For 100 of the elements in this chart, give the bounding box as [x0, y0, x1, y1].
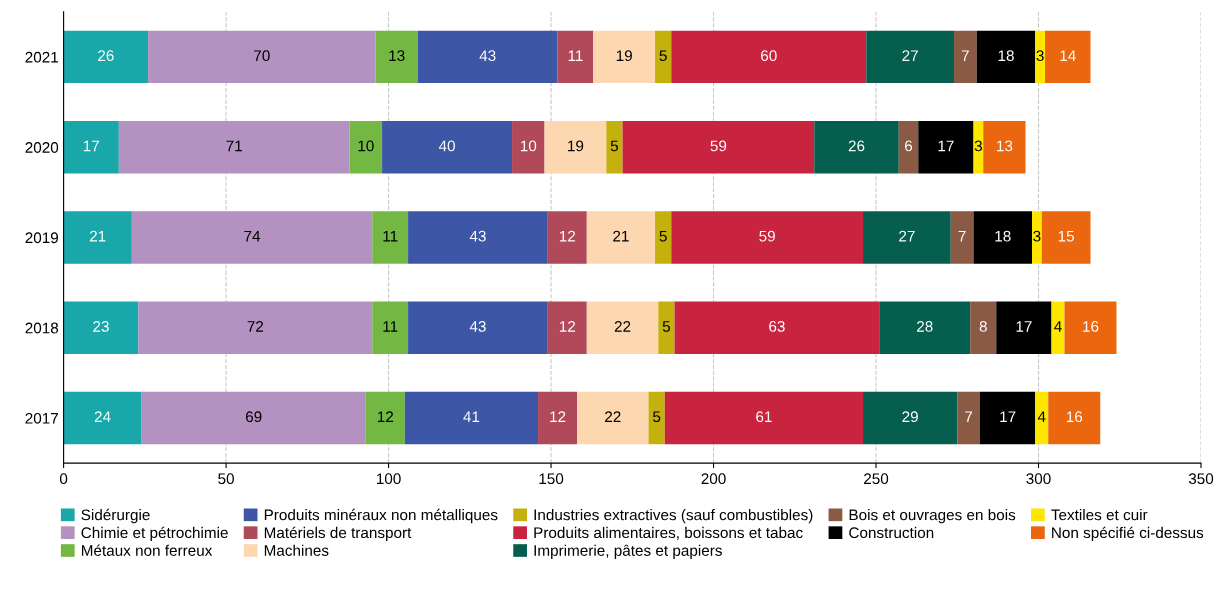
data-label: 4 [1037, 411, 1046, 422]
bar [983, 121, 1026, 174]
bar [879, 301, 971, 354]
data-label: 43 [479, 50, 496, 62]
legend-label: Produits minéraux non métalliques [264, 508, 498, 524]
x-tick-label: 150 [539, 473, 564, 485]
legend-label: Machines [264, 544, 329, 556]
bar [648, 391, 665, 445]
data-label: 28 [917, 321, 933, 332]
data-label: 60 [761, 50, 777, 62]
bar [1035, 30, 1045, 84]
bar [1064, 301, 1117, 354]
data-label: 61 [756, 411, 772, 423]
bar [655, 211, 672, 264]
data-label: 59 [759, 230, 775, 242]
bar [538, 391, 578, 445]
bar [547, 211, 587, 264]
bar [1045, 30, 1091, 84]
data-label: 3 [1033, 230, 1041, 242]
legend-label: Non spécifié ci-dessus [1052, 526, 1204, 542]
legend-label: Bois et ouvrages en bois [849, 509, 1016, 524]
legend-label: Construction [849, 526, 934, 539]
bar [118, 121, 350, 174]
data-label: 43 [469, 230, 486, 242]
data-label: 18 [995, 230, 1011, 242]
bar [1032, 211, 1042, 264]
legend-label: Imprimerie, pâtes et papiers [534, 544, 722, 559]
data-label: 59 [710, 140, 727, 152]
bar [950, 211, 974, 264]
data-label: 24 [94, 411, 111, 422]
bar [863, 211, 951, 264]
bar [658, 301, 675, 354]
data-label: 11 [383, 321, 398, 332]
bar [63, 301, 139, 354]
bar [557, 30, 594, 84]
data-label: 5 [653, 411, 661, 423]
data-label: 72 [247, 321, 264, 332]
bar [63, 121, 119, 174]
x-tick-label: 100 [376, 473, 401, 485]
data-label: 4 [1054, 321, 1062, 332]
bar [973, 211, 1032, 264]
x-tick-label: 200 [701, 473, 726, 485]
bar [586, 211, 656, 264]
data-label: 41 [463, 411, 480, 422]
bar [404, 391, 539, 445]
y-tick-label: 2020 [25, 142, 59, 153]
bar [671, 211, 864, 264]
data-label: 13 [389, 50, 405, 62]
bar [863, 391, 958, 445]
data-label: 70 [254, 50, 270, 62]
data-label: 17 [1000, 411, 1016, 422]
data-label: 63 [769, 321, 785, 332]
data-label: 21 [89, 230, 106, 242]
data-label: 74 [244, 230, 261, 242]
data-label: 29 [902, 411, 918, 423]
legend-label: Produits alimentaires, boissons et tabac [534, 526, 803, 540]
bar [671, 30, 867, 84]
data-label: 3 [1036, 50, 1044, 62]
bar [577, 391, 649, 445]
data-label: 7 [958, 230, 966, 242]
bar [814, 121, 899, 174]
data-label: 22 [614, 321, 631, 332]
bar [593, 30, 656, 84]
bar [382, 121, 513, 174]
data-label: 13 [997, 140, 1013, 152]
data-label: 12 [559, 321, 576, 332]
data-label: 14 [1060, 50, 1076, 61]
data-label: 5 [659, 230, 667, 242]
bar [1041, 211, 1091, 264]
bar [996, 301, 1052, 354]
data-label: 18 [998, 50, 1014, 62]
data-label: 40 [438, 140, 455, 152]
legend-label: Industries extractives (sauf combustibles) [534, 509, 813, 524]
data-label: 19 [568, 140, 584, 152]
bar [349, 121, 383, 174]
data-label: 71 [226, 140, 242, 152]
data-label: 27 [902, 50, 918, 61]
data-label: 17 [1016, 321, 1032, 332]
data-label: 27 [899, 230, 915, 242]
data-label: 26 [98, 50, 114, 62]
legend-label: Sidérurgie [81, 508, 150, 524]
y-tick-label: 2017 [25, 412, 58, 424]
bar [138, 301, 373, 354]
bar [372, 211, 409, 264]
data-label: 22 [605, 411, 621, 422]
legend-label: Métaux non ferreux [81, 544, 213, 556]
bar [970, 301, 997, 354]
legend-label: Chimie et pétrochimie [81, 526, 228, 542]
bar [408, 301, 548, 354]
legend-label: Matériels de transport [264, 526, 412, 542]
data-label: 10 [358, 140, 374, 152]
data-label: 11 [568, 50, 583, 61]
y-tick-label: 2019 [25, 232, 59, 244]
bar [957, 391, 981, 445]
data-label: 23 [93, 321, 109, 332]
data-label: 26 [848, 140, 865, 152]
data-label: 7 [961, 50, 969, 61]
data-label: 3 [974, 140, 982, 152]
bar [372, 301, 409, 354]
bar [976, 30, 1036, 84]
